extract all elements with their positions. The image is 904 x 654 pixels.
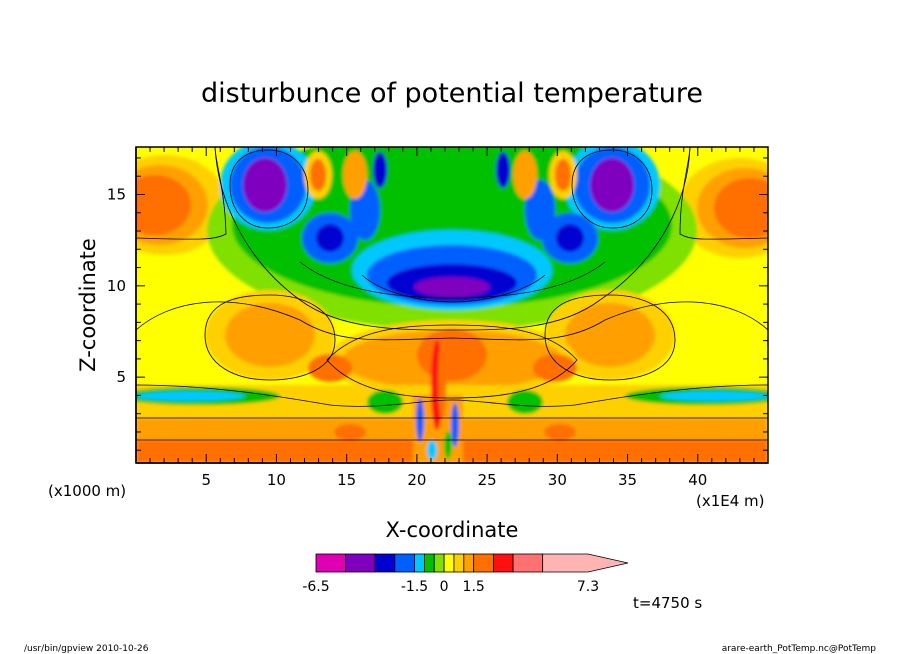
x-tick-label: 35 — [618, 471, 637, 489]
x-tick-label: 10 — [267, 471, 286, 489]
contour-field — [136, 147, 768, 463]
colorbar-swatch — [492, 553, 514, 573]
footer-left: /usr/bin/gpview 2010-10-26 — [24, 644, 149, 654]
colorbar-swatch — [315, 553, 346, 573]
colorbar-tick-label: 0 — [440, 579, 449, 595]
x-tick-label: 40 — [688, 471, 707, 489]
chart-title: disturbunce of potential temperature — [201, 78, 703, 109]
x-tick-label: 25 — [478, 471, 497, 489]
y-tick-label: 10 — [107, 277, 126, 295]
x-axis: 5 10 15 20 25 30 35 40 — [136, 147, 768, 489]
colorbar — [315, 553, 629, 573]
colorbar-swatch — [394, 553, 415, 573]
colorbar-tick-label: 1.5 — [463, 579, 485, 595]
x-tick-label: 20 — [407, 471, 426, 489]
colorbar-tick-label: 7.3 — [577, 579, 599, 595]
y-axis: 5 10 15 — [107, 147, 768, 463]
colorbar-swatch — [453, 553, 465, 573]
colorbar-extend-arrow — [542, 553, 629, 573]
y-tick-label: 5 — [116, 368, 126, 386]
colorbar-tick-label: -6.5 — [302, 579, 329, 595]
y-axis-label: Z-coordinate — [76, 238, 100, 372]
colorbar-tick-label: -1.5 — [401, 579, 428, 595]
colorbar-swatch — [512, 553, 544, 573]
colorbar-swatch — [414, 553, 425, 573]
colorbar-swatch — [443, 553, 455, 573]
colorbar-swatch — [463, 553, 475, 573]
colorbar-swatch — [374, 553, 396, 573]
colorbar-swatch — [345, 553, 376, 573]
colorbar-swatch — [473, 553, 494, 573]
x-tick-label: 5 — [201, 471, 211, 489]
colorbar-swatch — [433, 553, 445, 573]
y-tick-label: 15 — [107, 185, 126, 203]
footer-right: arare-earth_PotTemp.nc@PotTemp — [722, 644, 877, 654]
x-unit-left: (x1000 m) — [48, 482, 126, 500]
colorbar-swatch — [424, 553, 435, 573]
x-axis-label: X-coordinate — [386, 518, 519, 542]
x-tick-label: 15 — [337, 471, 356, 489]
colorbar-tick-labels: -6.5 -1.5 0 1.5 7.3 — [302, 579, 599, 595]
x-unit-right: (x1E4 m) — [696, 492, 765, 510]
time-annotation: t=4750 s — [633, 594, 702, 612]
x-tick-label: 30 — [548, 471, 567, 489]
